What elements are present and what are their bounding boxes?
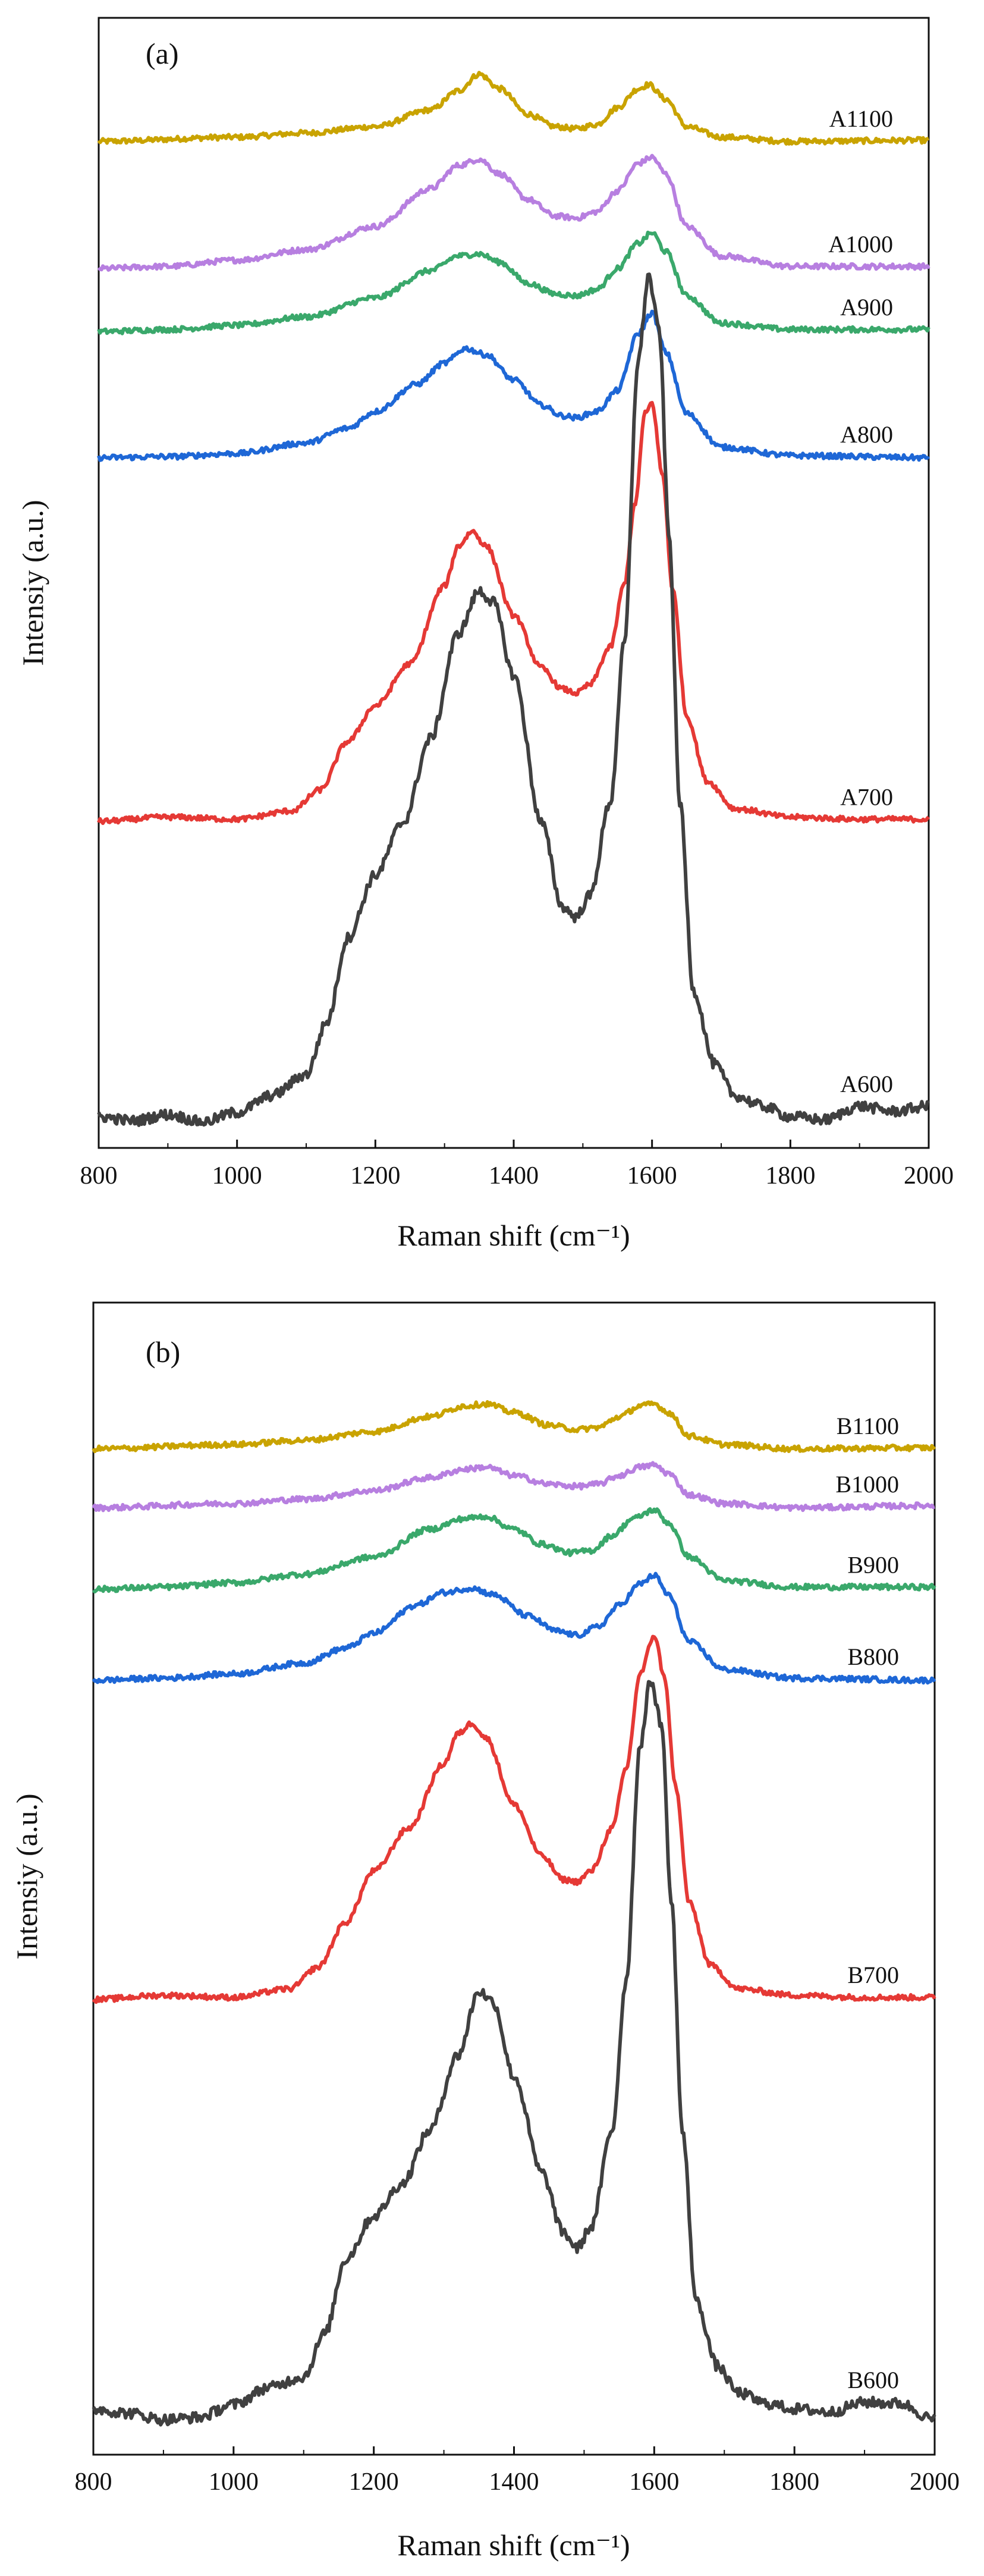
x-tick-label: 2000 [910,2468,960,2496]
series-line-a1100 [97,71,930,146]
series-label-b900: B900 [847,1551,899,1578]
series-label-b600: B600 [847,2367,899,2393]
series-line-b900 [92,1507,936,1594]
x-tick-label: 1600 [627,1162,677,1190]
x-tick-label: 1400 [489,1162,539,1190]
series-label-a800: A800 [840,421,893,448]
series-line-b600 [92,1680,936,2427]
x-tick-label: 1200 [349,2468,399,2496]
series-line-a900 [97,230,930,335]
x-tick-label: 1000 [209,2468,259,2496]
series-label-b700: B700 [847,1962,899,1988]
series-line-a700 [97,401,930,826]
panel-b: (b) 800 1000 1200 1400 1600 1800 2000 B1100 B10… [10,1301,960,2562]
panel-a-y-axis-title: Intensiy (a.u.) [16,500,49,666]
series-label-b1000: B1000 [835,1471,899,1498]
panel-a: (a) 800 1000 1200 1400 1600 1800 2000 A1100 A10… [16,17,954,1252]
panel-a-series-labels: A1100 A1000 A900 A800 A700 A600 [828,105,893,1097]
series-line-b800 [92,1571,936,1685]
series-line-b1100 [92,1400,936,1454]
series-label-a1100: A1100 [829,105,893,132]
x-tick-label: 1000 [212,1162,262,1190]
x-tick-label: 1800 [765,1162,815,1190]
panel-b-series [92,1400,936,2427]
panel-a-x-axis-title: Raman shift (cm⁻¹) [397,1219,630,1252]
panel-b-tag: (b) [146,1335,180,1369]
series-line-a1000 [97,153,930,272]
series-label-b800: B800 [847,1643,899,1670]
x-tick-label: 800 [80,1162,118,1190]
series-label-a1000: A1000 [828,231,893,258]
x-tick-label: 1800 [769,2468,819,2496]
panel-a-tag: (a) [146,37,179,70]
series-line-a800 [97,309,930,462]
series-label-a700: A700 [840,783,893,810]
series-label-b1100: B1100 [837,1413,899,1439]
series-label-a600: A600 [840,1071,893,1097]
panel-a-series [97,71,930,1127]
panel-b-series-labels: B1100 B1000 B900 B800 B700 B600 [835,1413,899,2393]
panel-b-y-axis-title: Intensiy (a.u.) [10,1793,43,1959]
panel-a-x-ticks: 800 1000 1200 1400 1600 1800 2000 [80,1140,954,1190]
x-tick-label: 1200 [350,1162,400,1190]
panel-b-x-axis-title: Raman shift (cm⁻¹) [397,2528,630,2562]
x-tick-label: 800 [75,2468,112,2496]
series-line-b700 [92,1634,936,2004]
x-tick-label: 1400 [489,2468,539,2496]
series-line-b1000 [92,1461,935,1513]
x-tick-label: 2000 [904,1162,954,1190]
series-label-a900: A900 [840,294,893,321]
series-line-a600 [97,272,930,1127]
panel-b-x-ticks: 800 1000 1200 1400 1600 1800 2000 [75,2446,960,2496]
x-tick-label: 1600 [629,2468,679,2496]
